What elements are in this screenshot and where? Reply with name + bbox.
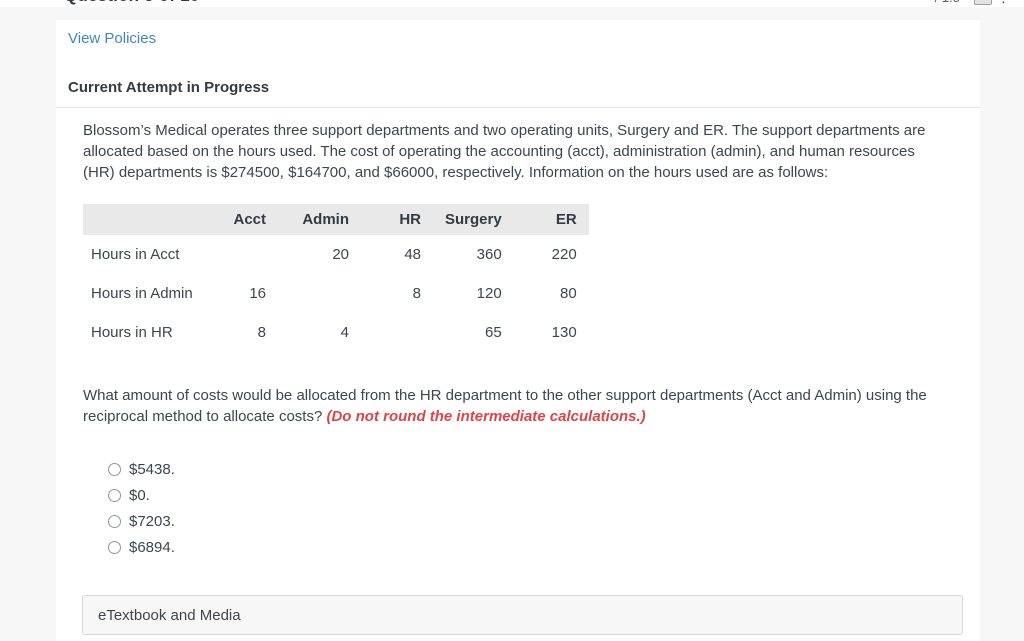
etextbook-media-label: eTextbook and Media: [98, 606, 241, 624]
bookmark-icon[interactable]: [974, 0, 992, 5]
question-prompt: What amount of costs would be allocated …: [83, 385, 935, 427]
question-intro-text: Blossom’s Medical operates three support…: [83, 122, 926, 181]
radio-button-icon[interactable]: [108, 514, 121, 528]
score-display: - / 1.5: [927, 0, 960, 5]
column-header-blank: [83, 204, 205, 235]
heading-divider: [56, 107, 980, 108]
table-cell: 4: [278, 313, 361, 352]
answer-options: $5438. $0. $7203. $6894.: [108, 459, 953, 557]
etextbook-media-section[interactable]: eTextbook and Media: [82, 595, 963, 635]
table-cell: 65: [433, 313, 514, 352]
row-label: Hours in HR: [83, 313, 205, 352]
table-cell: 360: [433, 235, 514, 274]
table-cell: 20: [278, 235, 361, 274]
answer-option-label[interactable]: $6894.: [129, 538, 175, 556]
table-cell: [205, 235, 278, 274]
radio-button-icon[interactable]: [108, 488, 121, 502]
answer-option-label[interactable]: $0.: [129, 486, 150, 504]
question-progress-title: Question 5 of 10: [64, 0, 199, 6]
answer-option-label[interactable]: $7203.: [129, 512, 175, 530]
question-prompt-note: (Do not round the intermediate calculati…: [326, 408, 646, 425]
question-panel: View Policies Current Attempt in Progres…: [56, 20, 980, 641]
table-cell: 220: [513, 235, 589, 274]
table-row: Hours in Acct 20 48 360 220: [83, 235, 589, 274]
row-label: Hours in Acct: [83, 235, 205, 274]
column-header-acct: Acct: [205, 204, 278, 235]
column-header-er: ER: [513, 204, 589, 235]
answer-option-1[interactable]: $5438.: [108, 459, 953, 479]
table-cell: [361, 313, 433, 352]
radio-button-icon[interactable]: [108, 462, 121, 476]
question-header-bar: Question 5 of 10 - / 1.5 ⋮: [0, 0, 1024, 7]
answer-option-4[interactable]: $6894.: [108, 537, 953, 557]
column-header-surgery: Surgery: [433, 204, 514, 235]
radio-button-icon[interactable]: [108, 540, 121, 554]
question-body: Blossom’s Medical operates three support…: [83, 120, 953, 563]
answer-option-3[interactable]: $7203.: [108, 511, 953, 531]
hours-used-table: Acct Admin HR Surgery ER Hours in Acct 2…: [83, 204, 589, 352]
view-policies-link[interactable]: View Policies: [68, 30, 157, 47]
answer-option-2[interactable]: $0.: [108, 485, 953, 505]
table-cell: 8: [361, 274, 433, 313]
table-row: Hours in Admin 16 8 120 80: [83, 274, 589, 313]
table-cell: 16: [205, 274, 278, 313]
table-cell: 48: [361, 235, 433, 274]
question-prompt-text: What amount of costs would be allocated …: [83, 387, 927, 425]
row-label: Hours in Admin: [83, 274, 205, 313]
table-row: Hours in HR 8 4 65 130: [83, 313, 589, 352]
column-header-hr: HR: [361, 204, 433, 235]
table-header-row: Acct Admin HR Surgery ER: [83, 204, 589, 235]
table-cell: 80: [513, 274, 589, 313]
table-cell: 130: [513, 313, 589, 352]
table-cell: [278, 274, 361, 313]
column-header-admin: Admin: [278, 204, 361, 235]
table-cell: 120: [433, 274, 514, 313]
attempt-heading: Current Attempt in Progress: [68, 79, 270, 96]
answer-option-label[interactable]: $5438.: [129, 460, 175, 478]
table-cell: 8: [205, 313, 278, 352]
kebab-menu-icon[interactable]: ⋮: [997, 0, 1010, 4]
